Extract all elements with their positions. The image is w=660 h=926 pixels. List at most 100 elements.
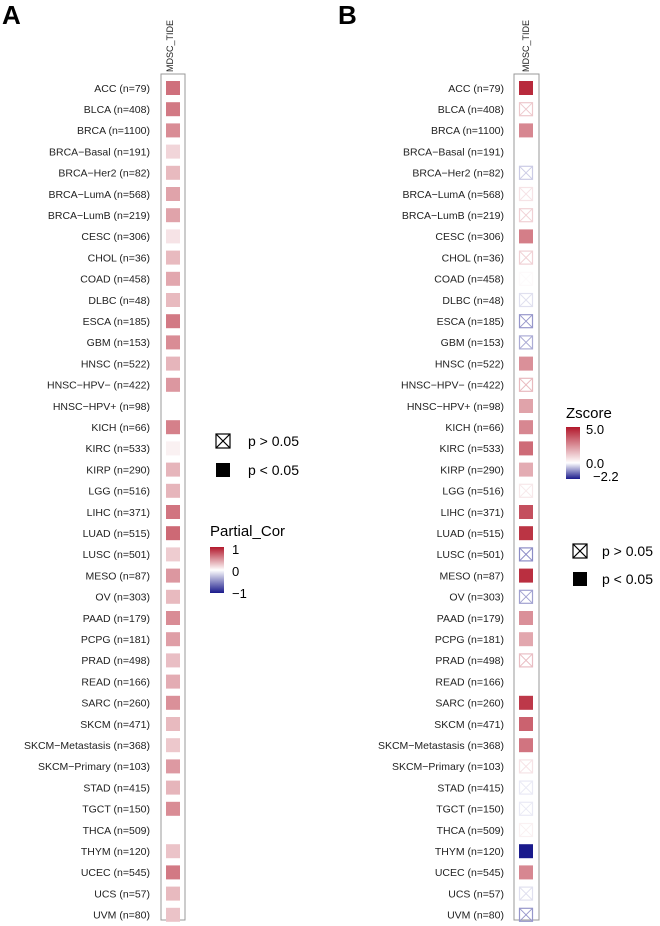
- panel-b-cell: [519, 420, 533, 435]
- panel-b-cell: [519, 695, 533, 710]
- panel-a-cell: [166, 441, 180, 456]
- panel-a-cell: [166, 377, 180, 392]
- panel-b-cell-nonsig: [518, 907, 534, 922]
- panel-a-row-label: PAAD (n=179): [83, 613, 150, 625]
- panel-a-cell: [166, 462, 180, 477]
- panel-b-cell-cross: [519, 653, 533, 668]
- panel-b-cell-cross: [519, 187, 533, 201]
- panel-a-cell: [166, 568, 180, 583]
- panel-b-cell: [519, 356, 533, 371]
- panel-a-row-label: PRAD (n=498): [81, 655, 150, 667]
- panel-a-column-header: MDSC_TIDE: [165, 20, 175, 72]
- panel-a-legend-nonsig-label: p > 0.05: [248, 433, 299, 449]
- panel-a-cell: [166, 632, 180, 647]
- panel-a-cell: [166, 589, 180, 604]
- panel-a-cell: [166, 653, 180, 668]
- panel-b-row-label: TGCT (n=150): [436, 804, 504, 816]
- panel-b-row-label: LGG (n=516): [442, 486, 504, 498]
- panel-a-cell: [166, 717, 180, 731]
- panel-b-row-label: SKCM−Primary (n=103): [392, 761, 504, 773]
- panel-b-cell-cross: [519, 377, 533, 392]
- panel-a-row-label: BRCA (n=1100): [77, 125, 150, 137]
- panel-b-row-label: BRCA−Her2 (n=82): [412, 168, 504, 180]
- panel-b-row-label: KICH (n=66): [445, 422, 504, 434]
- panel-a-row-label: ACC (n=79): [94, 83, 150, 95]
- panel-b-cell-nonsig: [518, 822, 534, 838]
- panel-a-cell: [166, 229, 180, 244]
- panel-b-row-label: HNSC (n=522): [435, 358, 504, 370]
- panel-b-colorbar-tick-min: −2.2: [593, 469, 619, 484]
- panel-b-cell-cross: [519, 780, 533, 795]
- panel-b-cell: [519, 611, 533, 625]
- panel-b-row-label: THYM (n=120): [435, 846, 504, 858]
- panel-a-row-label: UVM (n=80): [93, 910, 150, 922]
- panel-a-cell: [166, 123, 180, 138]
- panel-a-cell: [166, 144, 180, 159]
- panel-b-row-label: UCS (n=57): [448, 888, 504, 900]
- panel-a-cell: [166, 102, 180, 117]
- panel-b-row-label: SARC (n=260): [435, 698, 504, 710]
- panel-a-row-label: READ (n=166): [81, 676, 150, 688]
- panel-b-cell-nonsig: [518, 250, 534, 265]
- panel-b-cell-nonsig: [518, 335, 534, 350]
- panel-b-cell: [519, 844, 533, 859]
- panel-a-cell: [166, 314, 180, 329]
- panel-b-cell-nonsig: [518, 102, 534, 117]
- panel-b-cell: [519, 399, 533, 413]
- panel-b-cell-nonsig: [518, 589, 534, 604]
- panel-a-legend-title: Partial_Cor: [210, 523, 285, 540]
- panel-b-row-label: LUSC (n=501): [437, 549, 504, 561]
- panel-b-row-label: BRCA (n=1100): [431, 125, 504, 137]
- panel-b-row-label: SKCM (n=471): [434, 719, 504, 731]
- panel-b-cell-nonsig: [518, 780, 534, 795]
- panel-b-colorbar-tick-max: 5.0: [586, 422, 604, 437]
- panel-a-cell: [166, 865, 180, 880]
- panel-a-cell: [166, 335, 180, 350]
- panel-a-colorbar-tick-max: 1: [232, 542, 239, 557]
- panel-a-row-label: BRCA−Basal (n=191): [49, 146, 150, 158]
- panel-b-row-label: ACC (n=79): [448, 83, 504, 95]
- panel-b-legend-title: Zscore: [566, 405, 612, 422]
- panel-b-cell-nonsig: [518, 377, 534, 392]
- panel-a-cell: [166, 907, 180, 922]
- panel-b-cell-cross: [519, 589, 533, 604]
- panel-b-cell-cross: [519, 165, 533, 180]
- panel-a-row-label: CESC (n=306): [81, 231, 150, 243]
- panel-a-row-label: HNSC (n=522): [81, 358, 150, 370]
- panel-a-row-label: SKCM (n=471): [80, 719, 150, 731]
- panel-a-cell: [166, 547, 180, 562]
- panel-b-legend-nonsig-label: p > 0.05: [602, 543, 653, 559]
- panel-a-row-label: CHOL (n=36): [88, 252, 150, 264]
- panel-b-row-label: COAD (n=458): [434, 274, 504, 286]
- panel-b-cell-cross: [519, 483, 533, 498]
- panel-a-cell: [166, 780, 180, 795]
- panel-b-cell-nonsig: [518, 886, 534, 901]
- panel-b-cell-cross: [519, 823, 533, 837]
- panel-b-cell-cross: [519, 547, 533, 562]
- panel-b-frame: [513, 73, 540, 921]
- panel-a-row-label: OV (n=303): [95, 592, 150, 604]
- panel-b-cell-nonsig: [518, 292, 534, 308]
- panel-a-row-label: TGCT (n=150): [82, 804, 150, 816]
- panel-a-row-label: SKCM−Primary (n=103): [38, 761, 150, 773]
- panel-b-cell-cross: [519, 314, 533, 329]
- panel-b-legend-cross-line-2: [572, 543, 588, 559]
- panel-a-row-label: THYM (n=120): [81, 846, 150, 858]
- panel-b-row-label: LUAD (n=515): [437, 528, 504, 540]
- panel-a-row-label: BRCA−LumB (n=219): [48, 210, 150, 222]
- panel-a-row-label: UCS (n=57): [94, 888, 150, 900]
- panel-b-row-label: BRCA−Basal (n=191): [403, 146, 504, 158]
- panel-b-cell-nonsig: [518, 759, 534, 774]
- panel-a-row-label: KICH (n=66): [91, 422, 150, 434]
- panel-b-row-label: KIRC (n=533): [440, 443, 505, 455]
- panel-a-row-label: GBM (n=153): [87, 337, 150, 349]
- panel-b-colorbar: [566, 427, 580, 479]
- panel-a-colorbar-tick-min: −1: [232, 586, 247, 601]
- panel-b-cell-nonsig: [518, 653, 534, 668]
- panel-b-cell-nonsig: [518, 208, 534, 223]
- panel-a-row-label: SKCM−Metastasis (n=368): [24, 740, 150, 752]
- panel-b-cell-nonsig: [518, 165, 534, 180]
- panel-b-cell: [519, 123, 533, 138]
- panel-b-cell-nonsig: [518, 483, 534, 498]
- panel-a-cell: [166, 271, 180, 286]
